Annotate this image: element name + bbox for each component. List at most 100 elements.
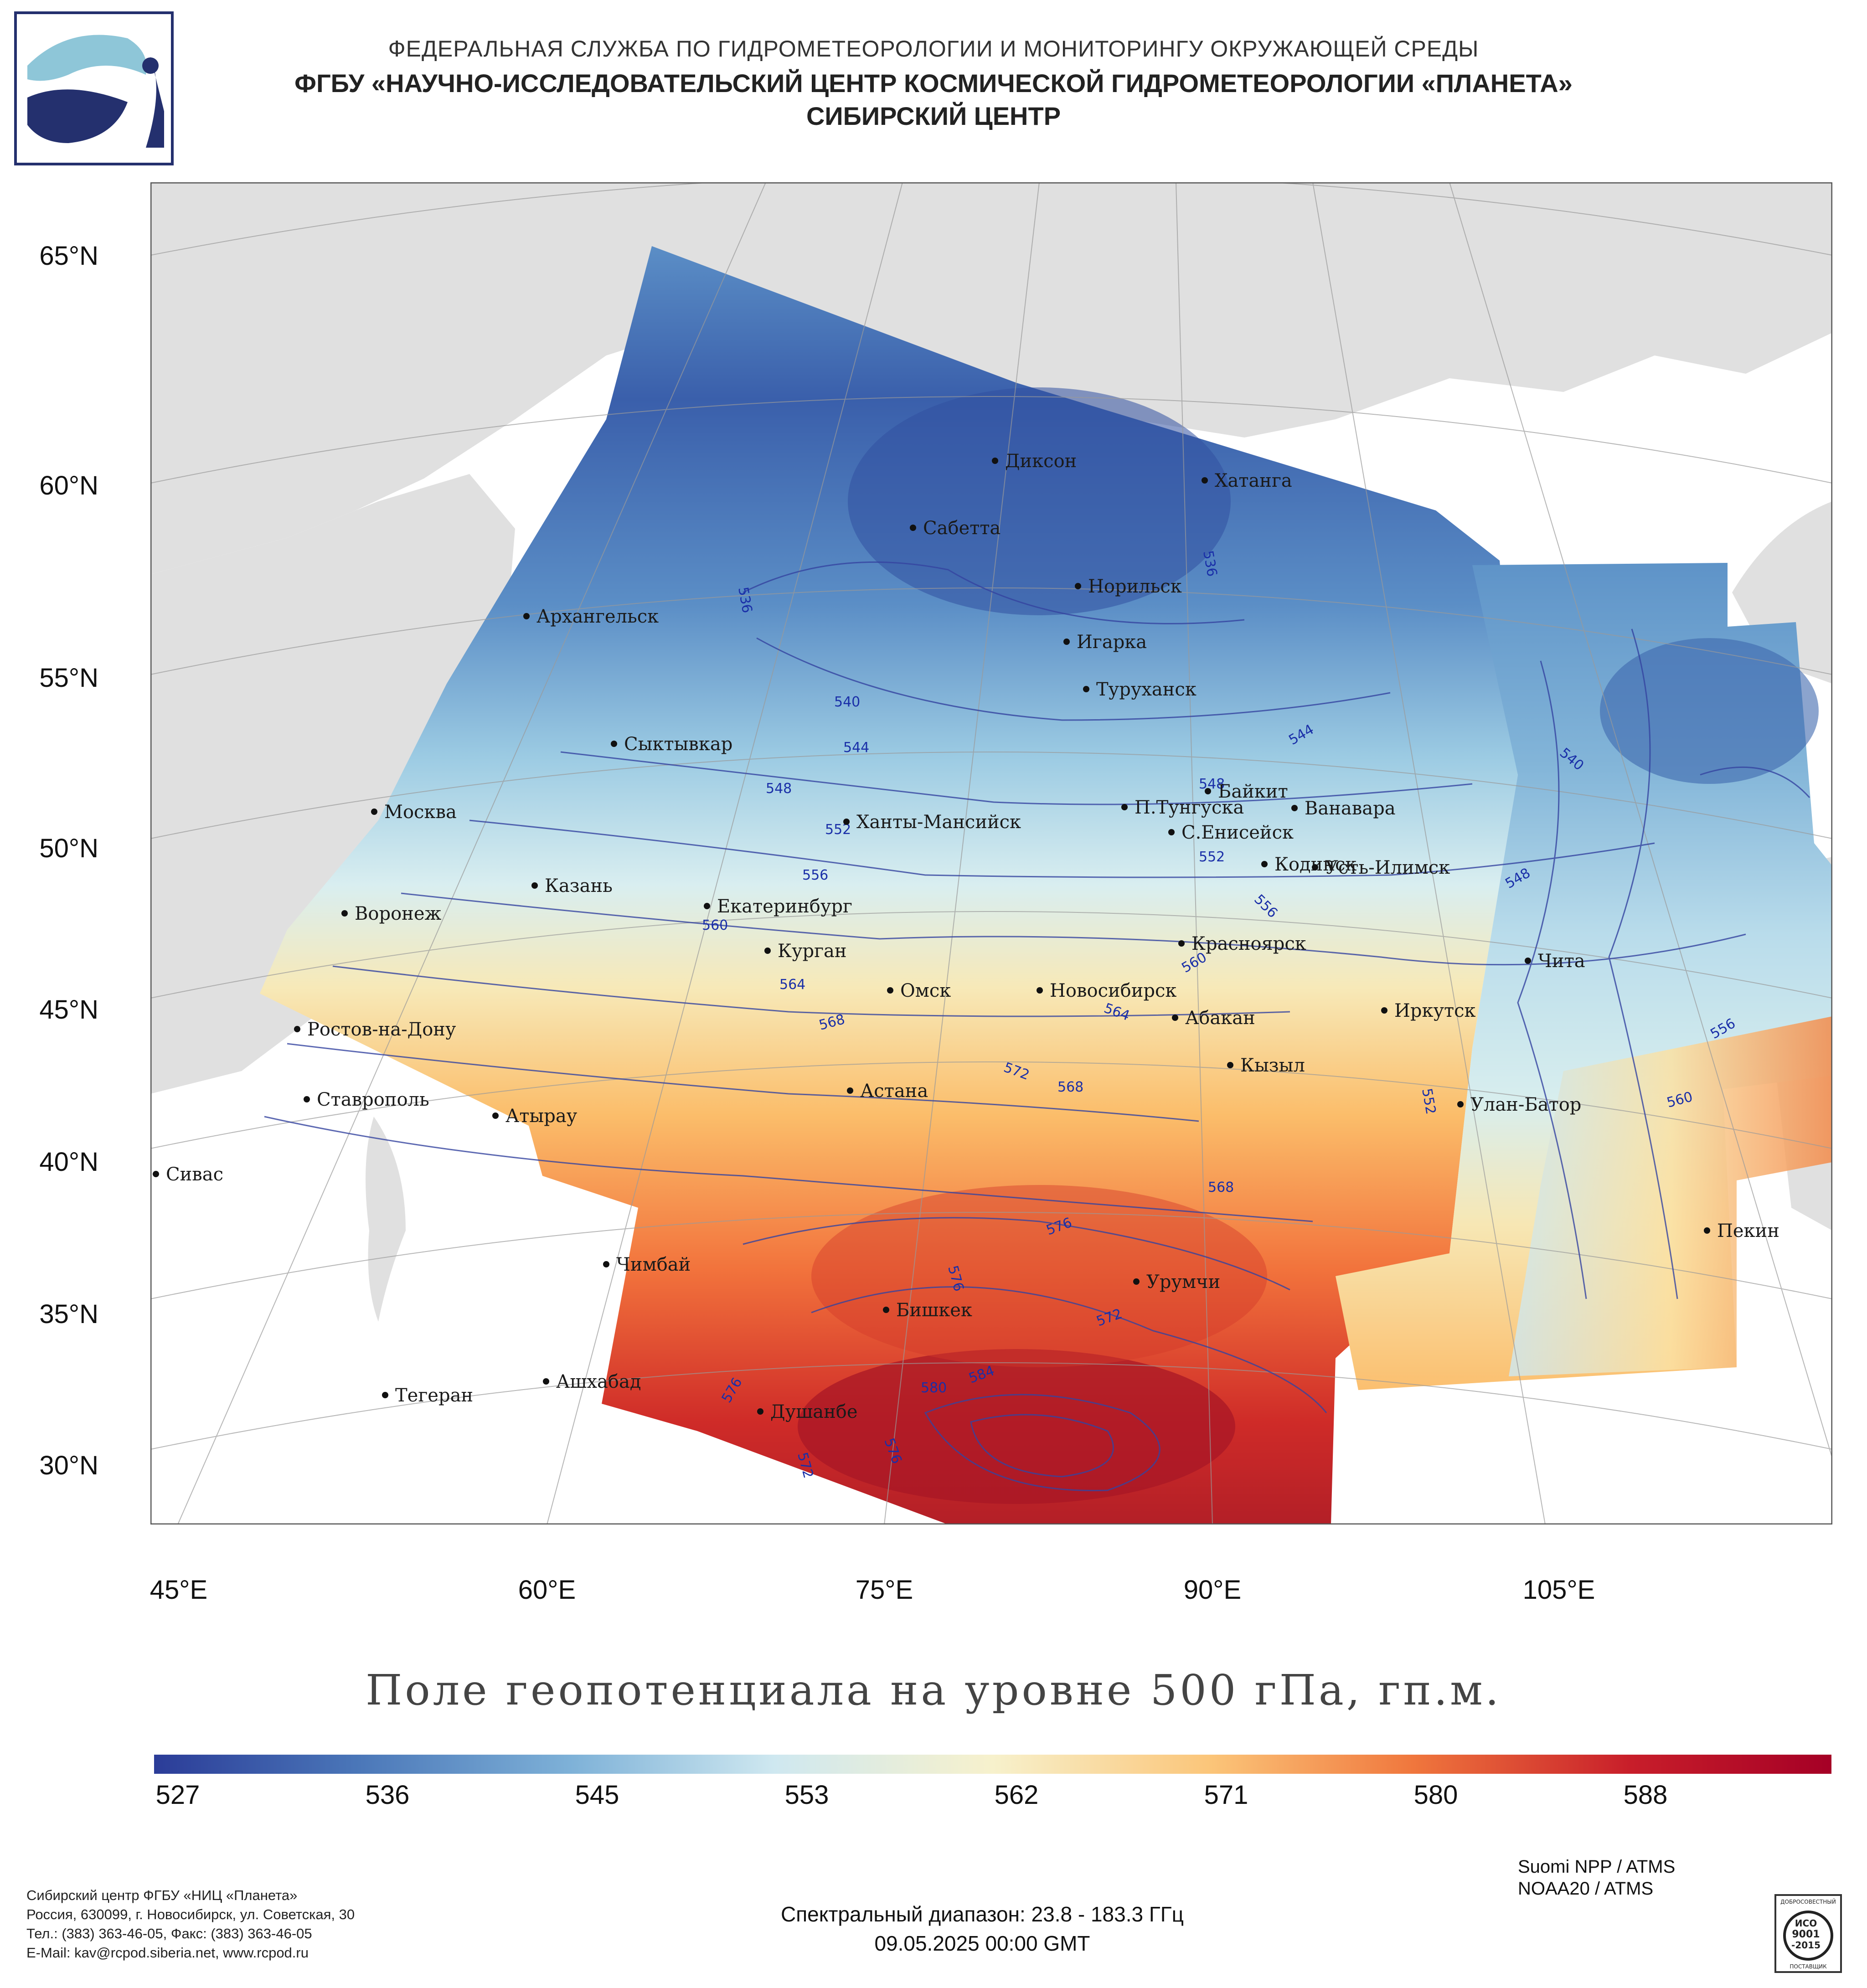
lon-label-75: 75°E (855, 1575, 913, 1605)
svg-text:Красноярск: Красноярск (1191, 933, 1306, 954)
svg-text:Кызыл: Кызыл (1240, 1055, 1305, 1076)
caspian-sea (366, 1117, 406, 1322)
svg-text:Сивас: Сивас (166, 1164, 223, 1185)
contour-label: 580 (921, 1380, 947, 1396)
svg-text:Чимбай: Чимбай (616, 1254, 691, 1275)
city-rostov-na-donu: Ростов-на-Дону (294, 1019, 456, 1040)
city-yekaterinburg: Екатеринбург (704, 896, 852, 917)
city-norilsk: Норильск (1075, 576, 1182, 597)
city-tehran: Тегеран (382, 1385, 473, 1406)
svg-text:Чита: Чита (1538, 951, 1585, 972)
svg-text:Пекин: Пекин (1717, 1221, 1779, 1241)
svg-text:Сабетта: Сабетта (923, 518, 1001, 539)
black-sea (155, 966, 260, 1022)
svg-text:Ханты-Мансийск: Ханты-Мансийск (856, 812, 1021, 833)
city-abakan: Абакан (1172, 1008, 1255, 1029)
svg-text:Хатанга: Хатанга (1215, 470, 1292, 491)
map-title: Поле геопотенциала на уровне 500 гПа, гп… (366, 1666, 1501, 1715)
city-irkutsk: Иркутск (1381, 1000, 1476, 1021)
city-kurgan: Курган (764, 941, 847, 962)
colorbar-label: 562 (994, 1780, 1039, 1810)
lat-label-65: 65°N (39, 241, 98, 271)
city-ashkhabad: Ашхабад (543, 1371, 641, 1392)
lat-label-50: 50°N (39, 834, 98, 863)
city-astana: Астана (847, 1081, 928, 1102)
svg-text:Воронеж: Воронеж (355, 903, 441, 924)
iso-certificate-badge: ДОБРОСОВЕСТНЫЙ ИСО 9001 -2015 ПОСТАВЩИК (1774, 1894, 1842, 1973)
spectral-range: Спектральный диапазон: 23.8 - 183.3 ГГц (780, 1902, 1184, 1926)
footer-org: Сибирский центр ФГБУ «НИЦ «Планета» (26, 1887, 298, 1903)
svg-text:Улан-Батор: Улан-Батор (1470, 1094, 1581, 1115)
city-stavropol: Ставрополь (304, 1089, 429, 1110)
city-dikson: Диксон (992, 451, 1077, 472)
city-atyrau: Атырау (492, 1106, 578, 1127)
svg-text:Туруханск: Туруханск (1096, 679, 1197, 700)
header-agency: ФЕДЕРАЛЬНАЯ СЛУЖБА ПО ГИДРОМЕТЕОРОЛОГИИ … (388, 36, 1479, 62)
city-voronezh: Воронеж (341, 903, 441, 924)
svg-text:С.Енисейск: С.Енисейск (1181, 822, 1294, 843)
low-north (848, 387, 1231, 615)
svg-text:Курган: Курган (778, 941, 847, 962)
city-novosibirsk: Новосибирск (1037, 980, 1176, 1001)
svg-text:ДОБРОСОВЕСТНЫЙ: ДОБРОСОВЕСТНЫЙ (1780, 1898, 1836, 1905)
high-south (798, 1349, 1235, 1504)
city-s-yeniseysk: С.Енисейск (1168, 822, 1294, 843)
high-central (811, 1185, 1267, 1367)
colorbar-label: 536 (365, 1780, 410, 1810)
satellite-1: Suomi NPP / ATMS (1518, 1857, 1676, 1877)
footer-email: E-Mail: kav@rcpod.siberia.net, www.rcpod… (26, 1945, 309, 1961)
city-sabetta: Сабетта (910, 518, 1001, 539)
contour-label: 544 (843, 740, 869, 756)
city-bishkek: Бишкек (883, 1300, 972, 1321)
lat-label-30: 30°N (39, 1451, 98, 1480)
city-vanavara: Ванавара (1291, 798, 1396, 819)
footer-address: Россия, 630099, г. Новосибирск, ул. Сове… (26, 1906, 355, 1922)
colorbar (154, 1755, 1831, 1774)
footer-phone: Тел.: (383) 363-46-05, Факс: (383) 363-4… (26, 1926, 312, 1942)
lat-label-45: 45°N (39, 995, 98, 1025)
header-center: СИБИРСКИЙ ЦЕНТР (806, 102, 1061, 130)
svg-text:П.Тунгуска: П.Тунгуска (1135, 797, 1244, 818)
city-ulan-bator: Улан-Батор (1457, 1094, 1581, 1115)
city-baykit: Байкит (1205, 781, 1288, 802)
svg-text:Новосибирск: Новосибирск (1050, 980, 1176, 1001)
contour-label: 568 (1208, 1179, 1234, 1195)
svg-text:Игарка: Игарка (1077, 632, 1147, 653)
city-moscow: Москва (371, 802, 457, 823)
contour-label: 540 (834, 694, 860, 710)
city-igarka: Игарка (1063, 632, 1147, 653)
satellite-2: NOAA20 / ATMS (1518, 1879, 1654, 1899)
lon-label-60: 60°E (518, 1575, 576, 1605)
svg-text:Абакан: Абакан (1185, 1008, 1255, 1029)
low-east (1600, 638, 1819, 784)
contour-label: 556 (802, 867, 828, 883)
colorbar-label: 553 (784, 1780, 829, 1810)
svg-text:Ростов-на-Дону: Ростов-на-Дону (307, 1019, 456, 1040)
observation-datetime: 09.05.2025 00:00 GMT (874, 1931, 1090, 1955)
contour-label: 564 (779, 977, 805, 993)
city-khanty-mansiysk: Ханты-Мансийск (843, 812, 1021, 833)
swath-southeast (1509, 1016, 1832, 1376)
spectral-info: Спектральный диапазон: 23.8 - 183.3 ГГц … (0, 1900, 1867, 1958)
city-urumqi: Урумчи (1133, 1272, 1220, 1293)
footer-contacts: Сибирский центр ФГБУ «НИЦ «Планета» Росс… (26, 1886, 355, 1962)
city-kyzyl: Кызыл (1227, 1055, 1305, 1076)
lon-label-105: 105°E (1522, 1575, 1595, 1605)
svg-text:Казань: Казань (545, 876, 613, 896)
geopotential-map: 536 536 540 544 548 548 552 552 556 556 … (150, 182, 1832, 1524)
city-omsk: Омск (887, 980, 951, 1001)
svg-text:ИСО: ИСО (1795, 1918, 1817, 1929)
svg-text:Ставрополь: Ставрополь (317, 1089, 429, 1110)
colorbar-label: 580 (1413, 1780, 1458, 1810)
city-khatanga: Хатанга (1202, 470, 1292, 491)
map-frame (150, 182, 1832, 1524)
city-chimbay: Чимбай (603, 1254, 691, 1275)
city-dushanbe: Душанбе (757, 1401, 858, 1422)
svg-text:Норильск: Норильск (1088, 576, 1182, 597)
svg-text:Екатеринбург: Екатеринбург (717, 896, 852, 917)
contour-label: 560 (702, 917, 728, 933)
satellite-sources: Suomi NPP / ATMS NOAA20 / ATMS (1518, 1856, 1675, 1900)
contour-label: 548 (1199, 776, 1225, 792)
svg-text:Тегеран: Тегеран (395, 1385, 473, 1406)
city-ust-ilimsk: Усть-Илимск (1312, 857, 1450, 878)
